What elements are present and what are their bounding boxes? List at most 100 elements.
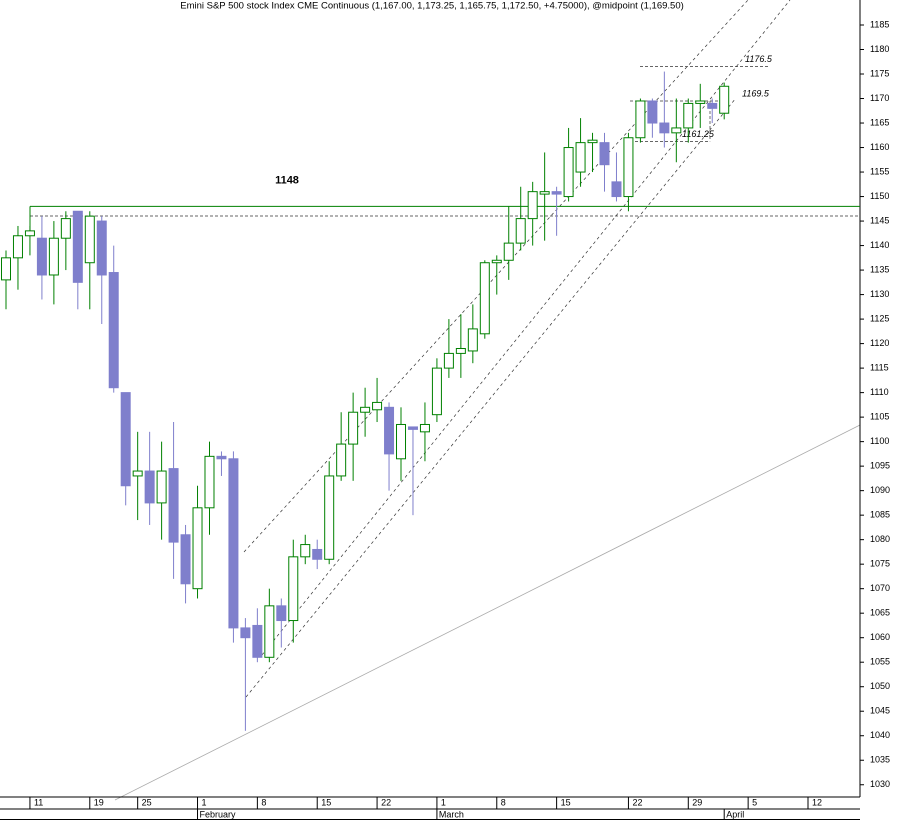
y-tick-label: 1055 bbox=[870, 657, 890, 667]
candle-body bbox=[659, 122, 670, 134]
x-tick-label: 1 bbox=[202, 797, 207, 807]
candle-body bbox=[168, 468, 179, 543]
y-tick-label: 1070 bbox=[870, 583, 890, 593]
candle-body bbox=[551, 191, 562, 195]
candle-body bbox=[372, 401, 383, 411]
candle-body bbox=[683, 102, 694, 129]
x-tick-label: 12 bbox=[812, 797, 822, 807]
x-tick-label: 15 bbox=[561, 797, 571, 807]
x-tick-label: 15 bbox=[321, 797, 331, 807]
candle-body bbox=[96, 220, 107, 276]
candle-body bbox=[1, 257, 11, 281]
y-tick-label: 1040 bbox=[870, 730, 890, 740]
candle-body bbox=[108, 272, 119, 389]
chart-title: Emini S&P 500 stock Index CME Continuous… bbox=[180, 1, 684, 12]
y-tick-label: 1030 bbox=[870, 779, 890, 789]
long-trend-line bbox=[114, 424, 861, 801]
y-tick-label: 1125 bbox=[870, 313, 889, 323]
candle-body bbox=[336, 443, 347, 477]
candle-body bbox=[539, 191, 550, 195]
candle-body bbox=[443, 352, 454, 369]
candle-body bbox=[635, 100, 646, 139]
candle-body bbox=[719, 85, 730, 114]
x-tick-label: 22 bbox=[381, 797, 391, 807]
candle-body bbox=[12, 235, 23, 259]
candle-body bbox=[431, 367, 442, 416]
x-tick-label: 8 bbox=[501, 797, 506, 807]
y-tick-label: 1050 bbox=[870, 681, 890, 691]
y-tick-label: 1110 bbox=[870, 387, 889, 397]
x-tick-label: 5 bbox=[752, 797, 757, 807]
candle-body bbox=[288, 556, 299, 622]
y-tick-label: 1175 bbox=[870, 68, 889, 78]
y-tick-label: 1100 bbox=[870, 436, 889, 446]
y-tick-label: 1105 bbox=[870, 412, 889, 422]
candle-body bbox=[228, 458, 239, 629]
candle-body bbox=[60, 218, 71, 239]
candle-body bbox=[503, 242, 514, 261]
y-tick-label: 1165 bbox=[870, 117, 889, 127]
candle-body bbox=[72, 210, 83, 283]
y-tick-label: 1180 bbox=[870, 44, 889, 54]
candle-body bbox=[695, 100, 706, 104]
x-tick-label: 29 bbox=[692, 797, 702, 807]
y-tick-label: 1065 bbox=[870, 608, 890, 618]
candle-body bbox=[611, 181, 622, 198]
candle-body bbox=[264, 605, 275, 658]
candle-body bbox=[515, 218, 526, 244]
candle-body bbox=[348, 411, 359, 445]
channel-lower bbox=[245, 97, 737, 698]
level-label: 1176.5 bbox=[745, 54, 773, 64]
candle-body bbox=[491, 259, 502, 264]
candle-body bbox=[563, 147, 574, 198]
candle-body bbox=[407, 426, 418, 430]
candle-body bbox=[360, 406, 371, 413]
y-tick-label: 1150 bbox=[870, 191, 889, 201]
y-tick-label: 1095 bbox=[870, 461, 890, 471]
y-tick-label: 1115 bbox=[870, 362, 889, 372]
level-label: 1161.25 bbox=[682, 129, 715, 139]
candle-body bbox=[312, 548, 323, 560]
candle-body bbox=[36, 237, 47, 276]
y-tick-label: 1080 bbox=[870, 534, 890, 544]
resistance-label: 1148 bbox=[275, 174, 299, 186]
candle-body bbox=[324, 475, 335, 560]
candle-body bbox=[647, 100, 658, 124]
y-tick-label: 1060 bbox=[870, 632, 890, 642]
candle-body bbox=[455, 348, 466, 354]
channel-middle bbox=[261, 0, 791, 656]
y-tick-label: 1120 bbox=[870, 338, 889, 348]
candle-body bbox=[204, 455, 215, 509]
y-tick-label: 1035 bbox=[870, 755, 890, 765]
candle-body bbox=[467, 328, 478, 352]
y-tick-label: 1185 bbox=[870, 19, 889, 29]
y-tick-label: 1140 bbox=[870, 240, 889, 250]
candle-body bbox=[48, 237, 59, 276]
candle-body bbox=[180, 534, 191, 585]
candle-body bbox=[276, 605, 287, 622]
x-tick-label: 8 bbox=[261, 797, 266, 807]
candle-body bbox=[419, 423, 430, 433]
x-tick-label: 1 bbox=[441, 797, 446, 807]
candle-body bbox=[156, 470, 167, 504]
y-tick-label: 1135 bbox=[870, 264, 889, 274]
x-tick-label: 25 bbox=[142, 797, 152, 807]
y-tick-label: 1160 bbox=[870, 142, 889, 152]
candle-body bbox=[240, 627, 251, 639]
y-tick-label: 1090 bbox=[870, 485, 890, 495]
candle-body bbox=[132, 470, 143, 477]
y-tick-label: 1145 bbox=[870, 215, 889, 225]
y-tick-label: 1155 bbox=[870, 166, 889, 176]
y-tick-label: 1085 bbox=[870, 510, 890, 520]
candle-body bbox=[300, 544, 311, 558]
candle-body bbox=[24, 230, 35, 237]
y-tick-label: 1075 bbox=[870, 559, 890, 569]
candle-body bbox=[252, 624, 263, 658]
level-label: 1169.5 bbox=[742, 88, 770, 98]
candle-body bbox=[575, 142, 586, 173]
candle-body bbox=[623, 137, 634, 198]
candle-body bbox=[599, 142, 610, 166]
y-tick-label: 1170 bbox=[870, 93, 889, 103]
